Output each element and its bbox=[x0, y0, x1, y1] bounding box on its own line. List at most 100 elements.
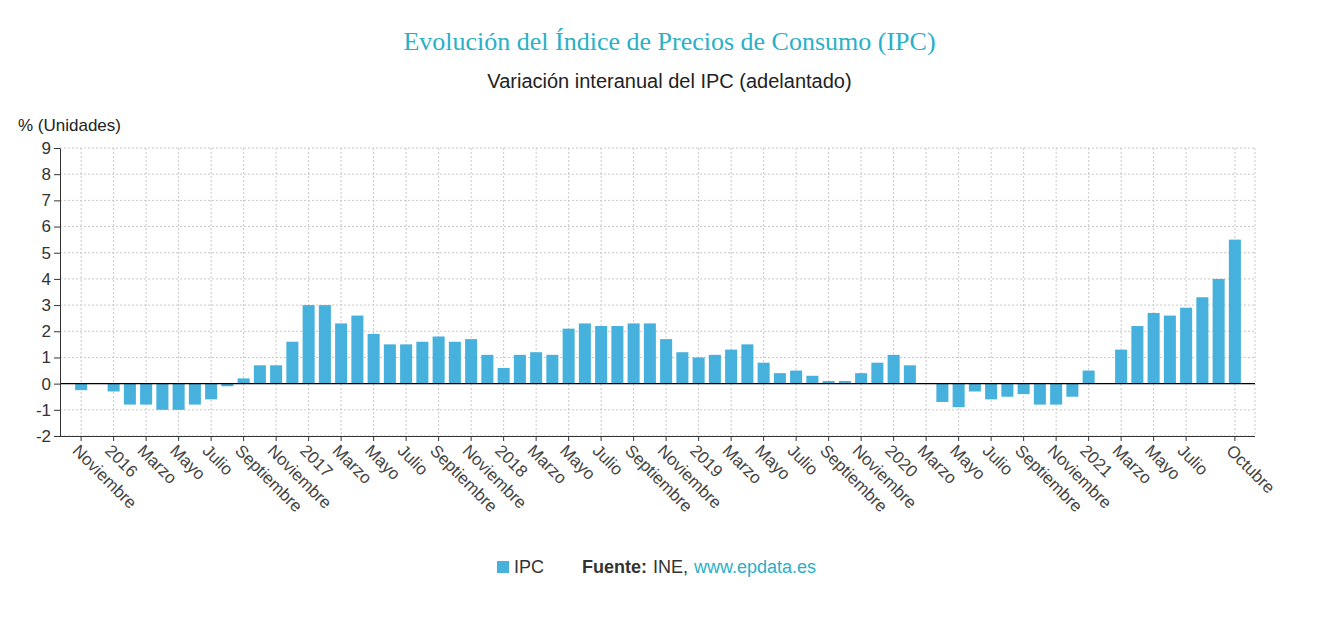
grid-line bbox=[1088, 148, 1089, 436]
x-tick-label: Mayo bbox=[946, 441, 989, 484]
bar bbox=[1229, 240, 1241, 384]
bar bbox=[1213, 279, 1225, 384]
bar bbox=[725, 350, 737, 384]
x-tick: Julio bbox=[394, 436, 432, 479]
bar bbox=[416, 342, 428, 384]
x-tick: Mayo bbox=[166, 436, 209, 484]
y-tick: 9 bbox=[42, 139, 60, 158]
bar bbox=[741, 344, 753, 383]
bar bbox=[1164, 316, 1176, 384]
x-axis-frame bbox=[60, 436, 1255, 437]
y-tick-label: 8 bbox=[42, 165, 51, 184]
x-tick: 2020 bbox=[881, 436, 921, 481]
x-tick-label: Mayo bbox=[1141, 441, 1184, 484]
y-tick: -2 bbox=[36, 427, 60, 446]
bar bbox=[546, 355, 558, 384]
y-tick-mark bbox=[54, 410, 60, 411]
bar bbox=[514, 355, 526, 384]
grid-line bbox=[60, 305, 1255, 306]
x-tick-label: Mayo bbox=[166, 441, 209, 484]
grid-line bbox=[926, 148, 927, 436]
bar bbox=[1050, 384, 1062, 405]
grid bbox=[60, 148, 1255, 436]
grid-line bbox=[60, 409, 1255, 410]
y-tick-mark bbox=[54, 279, 60, 280]
bar bbox=[400, 344, 412, 383]
x-tick: Mayo bbox=[1141, 436, 1184, 484]
y-tick-mark bbox=[54, 305, 60, 306]
bar bbox=[904, 365, 916, 383]
grid-line bbox=[60, 252, 1255, 253]
legend-swatch bbox=[497, 561, 509, 573]
bar bbox=[595, 326, 607, 384]
grid-line bbox=[1121, 148, 1122, 436]
grid-line bbox=[601, 148, 602, 436]
source-label: Fuente: bbox=[582, 557, 647, 577]
grid-line bbox=[60, 436, 1255, 437]
bar bbox=[1131, 326, 1143, 384]
zero-line bbox=[60, 383, 1255, 384]
grid-line bbox=[893, 148, 894, 436]
bar bbox=[108, 384, 120, 392]
bar bbox=[351, 316, 363, 384]
x-tick-label: Julio bbox=[394, 441, 432, 479]
y-tick-label: 4 bbox=[42, 270, 51, 289]
x-tick: Marzo bbox=[329, 436, 376, 488]
grid-line bbox=[796, 148, 797, 436]
y-tick-label: 0 bbox=[42, 375, 51, 394]
bar bbox=[433, 337, 445, 384]
bar bbox=[286, 342, 298, 384]
bar bbox=[303, 305, 315, 384]
subtitle: Variación interanual del IPC (adelantado… bbox=[487, 70, 851, 92]
bar bbox=[936, 384, 948, 402]
bar bbox=[1083, 371, 1095, 384]
y-tick-mark bbox=[54, 174, 60, 175]
y-tick: 8 bbox=[42, 165, 60, 184]
chart: Evolución del Índice de Precios de Consu… bbox=[0, 0, 1319, 637]
x-tick: Mayo bbox=[946, 436, 989, 484]
bar bbox=[1148, 313, 1160, 384]
bar bbox=[985, 384, 997, 400]
x-tick-label: 2017 bbox=[296, 441, 336, 481]
grid-line bbox=[438, 148, 439, 436]
bar bbox=[465, 339, 477, 384]
x-tick-label: 2019 bbox=[686, 441, 726, 481]
bar bbox=[1180, 308, 1192, 384]
grid-line bbox=[81, 148, 82, 436]
grid-line bbox=[406, 148, 407, 436]
bar bbox=[790, 371, 802, 384]
bars bbox=[75, 240, 1241, 410]
y-axis-title: % (Unidades) bbox=[18, 116, 121, 135]
source-link[interactable]: www.epdata.es bbox=[693, 557, 816, 577]
grid-line bbox=[763, 148, 764, 436]
y-tick-label: 6 bbox=[42, 217, 51, 236]
y-tick-mark bbox=[54, 384, 60, 385]
bar bbox=[774, 373, 786, 383]
y-tick-label: 9 bbox=[42, 139, 51, 158]
y-tick-mark bbox=[54, 227, 60, 228]
x-tick-label: Mayo bbox=[361, 441, 404, 484]
y-tick-label: 1 bbox=[42, 348, 51, 367]
x-tick: Julio bbox=[784, 436, 822, 479]
x-tick: Julio bbox=[589, 436, 627, 479]
x-tick: Marzo bbox=[524, 436, 571, 488]
x-tick: Marzo bbox=[719, 436, 766, 488]
bar bbox=[969, 384, 981, 392]
x-tick-label: 2016 bbox=[101, 441, 141, 481]
title: Evolución del Índice de Precios de Consu… bbox=[403, 27, 935, 56]
legend-label: IPC bbox=[514, 557, 544, 577]
grid-line bbox=[60, 383, 1255, 384]
x-tick-label: 2021 bbox=[1076, 441, 1116, 481]
x-tick: Octubre bbox=[1222, 436, 1278, 497]
y-tick-mark bbox=[54, 436, 60, 437]
grid-line bbox=[373, 148, 374, 436]
y-tick-label: 3 bbox=[42, 296, 51, 315]
x-tick: Marzo bbox=[1109, 436, 1156, 488]
y-tick: -1 bbox=[36, 401, 60, 420]
x-tick: 2018 bbox=[491, 436, 531, 481]
grid-line bbox=[276, 148, 277, 436]
grid-line bbox=[633, 148, 634, 436]
grid-line bbox=[828, 148, 829, 436]
plot-frame-right bbox=[1255, 148, 1256, 436]
bar bbox=[806, 376, 818, 384]
